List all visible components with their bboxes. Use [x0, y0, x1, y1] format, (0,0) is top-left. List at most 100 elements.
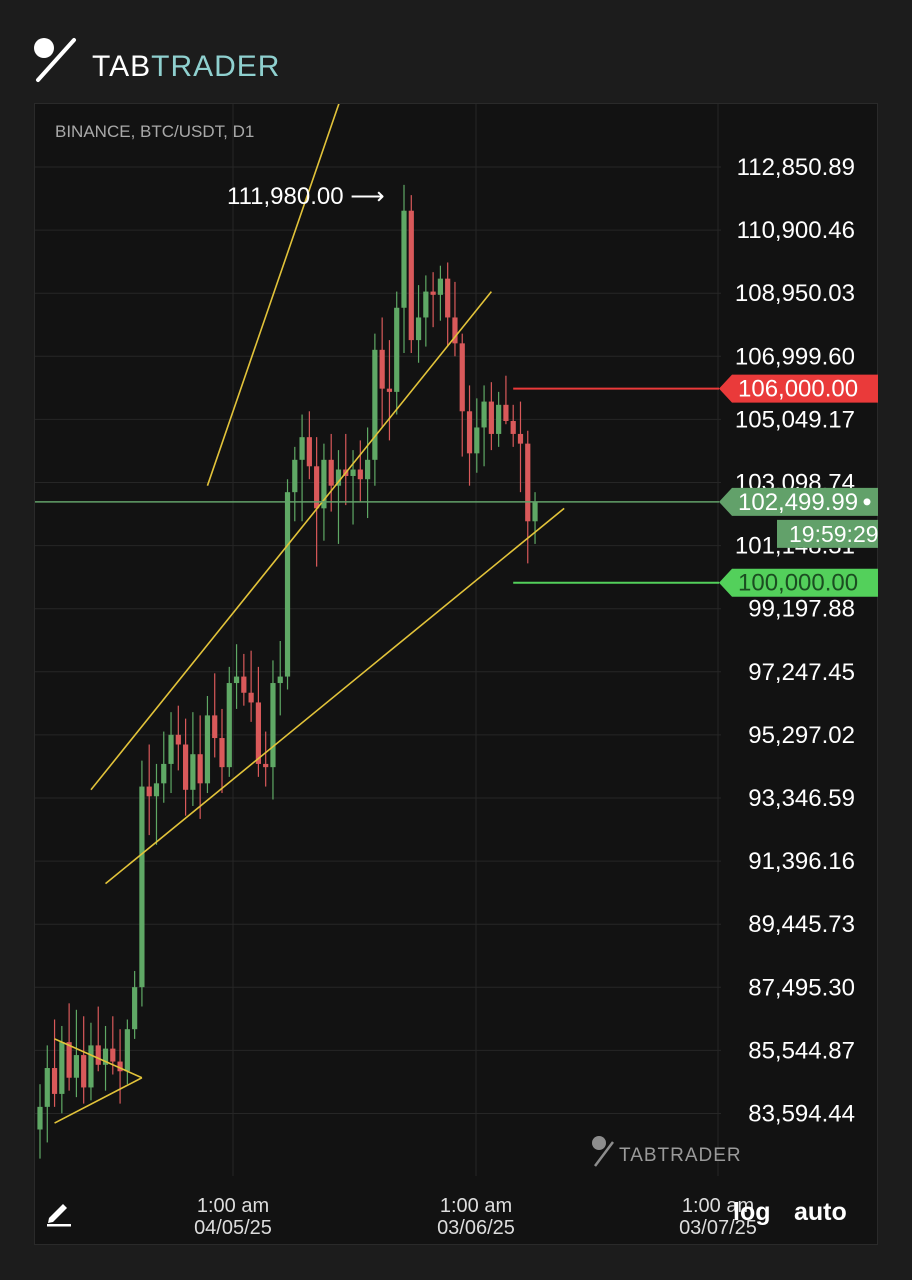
grid-lines	[35, 104, 721, 1176]
countdown-bg	[777, 519, 878, 548]
candle-body	[132, 987, 138, 1030]
candle-body	[161, 763, 167, 784]
candle-body	[496, 404, 502, 434]
candle	[423, 275, 429, 347]
candle-body	[532, 501, 538, 522]
candle-body	[190, 754, 196, 790]
candle-body	[175, 734, 181, 745]
y-axis-tick-label: 93,346.59	[748, 785, 855, 812]
candle	[175, 705, 181, 771]
y-axis-tick-label: 106,999.60	[735, 343, 855, 370]
candle	[306, 411, 312, 480]
candle	[335, 450, 342, 544]
candle	[95, 1006, 101, 1072]
candle	[372, 333, 378, 486]
candle	[292, 446, 298, 522]
price-tag-icon	[863, 498, 871, 506]
candle	[132, 970, 138, 1039]
candle-body	[263, 763, 269, 768]
y-axis-labels: 112,850.89 110,900.46 108,950.03 106,999.60…	[735, 154, 855, 1128]
high-price-marker: 111,980.00 ⟶	[227, 183, 385, 210]
candle	[466, 385, 473, 486]
trendline-triangle-bottom	[54, 1077, 143, 1124]
candle-body	[335, 469, 342, 486]
alert-tag-green-text: 100,000.00	[738, 570, 858, 597]
trendlines	[54, 104, 565, 1124]
candle-body	[153, 783, 160, 797]
candle-body	[372, 349, 378, 460]
candle	[146, 744, 152, 836]
candle-body	[437, 278, 443, 295]
candle-body	[219, 738, 225, 768]
candle	[139, 760, 145, 1007]
candle	[510, 404, 516, 447]
candle	[263, 731, 269, 787]
candlestick-chart[interactable]: 112,850.89 110,900.46 108,950.03 106,999.60…	[35, 104, 879, 1246]
candle	[88, 1022, 94, 1101]
candle-body	[59, 1042, 65, 1094]
logo-wordmark: TABTRADER	[92, 50, 280, 84]
y-axis-tick-label: 95,297.02	[748, 722, 855, 749]
candle-body	[183, 744, 189, 790]
candle	[212, 673, 218, 758]
candle-body	[277, 676, 283, 684]
candle	[219, 708, 225, 794]
y-axis-tick-label: 99,197.88	[748, 596, 855, 623]
log-scale-button[interactable]: log	[733, 1198, 771, 1226]
candle-body	[233, 676, 240, 684]
candle	[37, 1084, 43, 1159]
candle-body	[386, 388, 393, 392]
watermark-icon	[592, 1136, 614, 1167]
candle-body	[124, 1029, 130, 1072]
chart-panel[interactable]: 112,850.89 110,900.46 108,950.03 106,999.60…	[34, 103, 879, 1246]
y-axis-tick-label: 97,247.45	[748, 659, 855, 686]
candle	[365, 427, 371, 519]
candle	[452, 281, 458, 357]
candle	[328, 433, 334, 512]
candle-body	[459, 343, 465, 412]
last-price-tag-text: 102,499.99	[738, 489, 858, 516]
x-axis-time-label: 1:00 am	[440, 1195, 512, 1217]
candle-body	[365, 459, 371, 480]
candle-body	[321, 459, 327, 509]
candle	[124, 1019, 130, 1085]
candle-body	[146, 786, 152, 797]
candle-body	[102, 1048, 109, 1065]
candle-body	[430, 291, 436, 295]
last-price-tag-shape	[719, 487, 878, 516]
alert-tag-green: 100,000.00	[719, 568, 878, 597]
candle	[386, 340, 393, 441]
candle	[437, 265, 443, 321]
logo-icon	[34, 38, 76, 82]
y-axis-tick-label: 83,594.44	[748, 1101, 855, 1128]
candle	[299, 414, 305, 522]
auto-scale-button[interactable]: auto	[794, 1198, 847, 1226]
candle-body	[488, 401, 494, 434]
candle-body	[517, 433, 524, 444]
candle-body	[525, 443, 531, 522]
candle-body	[248, 692, 254, 703]
y-axis-tick-label: 112,850.89	[737, 154, 855, 181]
candle-body	[139, 786, 145, 988]
candle-body	[110, 1048, 116, 1062]
candles	[37, 184, 538, 1159]
candle	[59, 1025, 65, 1114]
candle	[503, 375, 509, 425]
candle-body	[423, 291, 429, 318]
candle-body	[466, 411, 473, 454]
tabtrader-logo: TABTRADER	[30, 34, 280, 86]
pencil-icon[interactable]	[43, 1196, 75, 1228]
candle-body	[88, 1045, 94, 1088]
candle-body	[452, 317, 458, 344]
candle-body	[270, 683, 276, 768]
candle-body	[241, 676, 247, 693]
candle-body	[81, 1055, 87, 1088]
logo-wordmark-part1: TAB	[92, 50, 152, 83]
candle-body	[44, 1068, 50, 1107]
candle	[321, 443, 327, 541]
candle-body	[117, 1061, 123, 1072]
candle-body	[37, 1106, 43, 1130]
y-axis-tick-label: 105,049.17	[735, 406, 855, 433]
candle	[183, 718, 189, 816]
candle	[394, 291, 400, 415]
